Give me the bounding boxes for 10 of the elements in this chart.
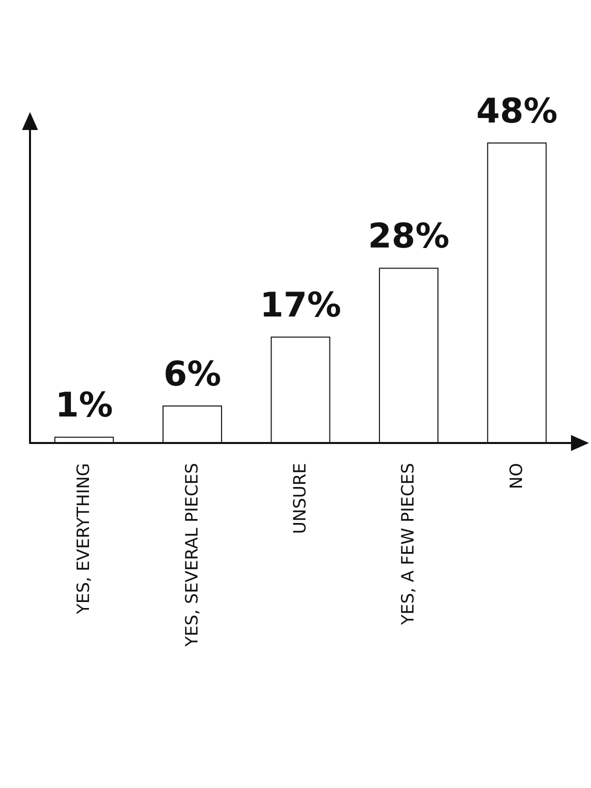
data-label: 17% — [260, 286, 342, 326]
data-label: 28% — [368, 216, 450, 257]
data-label: 6% — [163, 354, 222, 394]
data-label: 1% — [55, 386, 113, 426]
x-tick-label: YES, SEVERAL PIECES — [182, 463, 202, 648]
x-tick-label: NO — [506, 463, 527, 490]
x-tick-label: YES, A FEW PIECES — [398, 463, 419, 626]
data-label: 48% — [476, 92, 558, 132]
x-tick-label: YES, EVERYTHING — [74, 463, 94, 616]
x-tick-label: UNSURE — [290, 463, 310, 534]
